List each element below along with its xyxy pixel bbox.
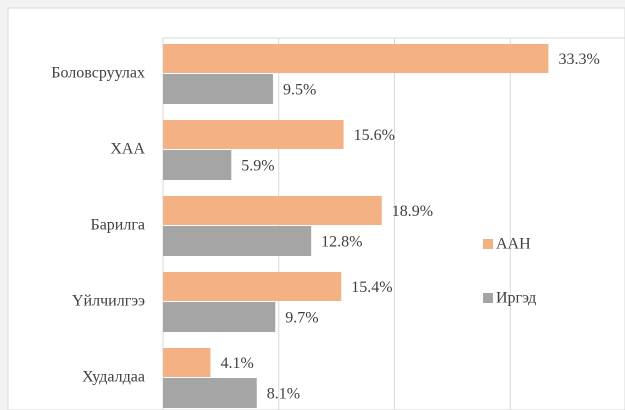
data-label: 9.7% — [285, 310, 318, 327]
data-label: 15.6% — [354, 127, 395, 144]
data-label: 15.4% — [351, 279, 392, 296]
y-tick-label: Боловсруулах — [51, 65, 145, 82]
legend-swatch — [483, 293, 493, 303]
y-tick-label: Худалдаа — [82, 369, 145, 386]
bar — [163, 302, 276, 332]
legend-label: ААН — [496, 236, 531, 253]
data-label: 18.9% — [392, 203, 433, 220]
legend-label: Иргэд — [496, 290, 536, 307]
bar — [163, 272, 342, 301]
bar — [163, 378, 257, 408]
bar — [163, 226, 312, 256]
data-label: 4.1% — [220, 355, 253, 372]
data-label: 8.1% — [267, 386, 300, 403]
bar — [163, 74, 273, 104]
bar — [163, 196, 382, 225]
bar — [163, 44, 549, 73]
bar — [163, 348, 211, 377]
data-label: 33.3% — [558, 51, 599, 68]
data-label: 5.9% — [241, 158, 274, 175]
y-tick-label: ХАА — [110, 141, 145, 158]
bar — [163, 150, 232, 180]
y-tick-label: Үйлчилгээ — [72, 293, 145, 310]
y-tick-label: Барилга — [91, 217, 146, 234]
legend-swatch — [483, 239, 493, 249]
bar — [163, 120, 344, 149]
data-label: 9.5% — [283, 82, 316, 99]
data-label: 12.8% — [321, 234, 362, 251]
